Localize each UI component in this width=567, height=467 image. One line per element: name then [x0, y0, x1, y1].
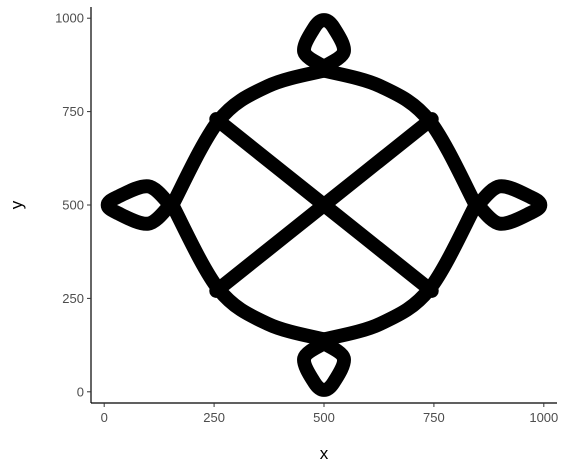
x-tick-label: 500 — [313, 410, 335, 425]
y-axis-title: y — [7, 200, 26, 209]
x-tick-label: 750 — [423, 410, 445, 425]
x-tick-label: 250 — [203, 410, 225, 425]
x-tick-label: 0 — [101, 410, 108, 425]
x-tick-label: 1000 — [529, 410, 558, 425]
y-tick-label: 0 — [77, 384, 84, 399]
y-tick-label: 250 — [62, 291, 84, 306]
y-tick-label: 1000 — [55, 11, 84, 26]
x-axis-title: x — [320, 444, 329, 463]
y-tick-label: 750 — [62, 104, 84, 119]
y-tick-label: 500 — [62, 198, 84, 213]
